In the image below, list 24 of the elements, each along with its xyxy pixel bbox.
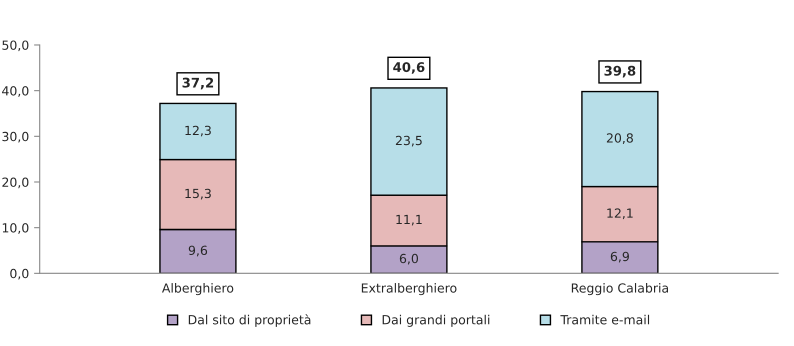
legend-label: Tramite e-mail xyxy=(560,314,650,324)
x-tick-label: Alberghiero xyxy=(162,283,234,296)
data-label: 23,5 xyxy=(396,136,422,146)
data-label: 20,8 xyxy=(606,133,633,144)
legend-label: Dai grandi portali xyxy=(382,314,490,327)
y-tick-label: 20,0 xyxy=(2,177,28,188)
legend-label: Dal sito di proprietà xyxy=(188,314,310,327)
data-label: 11,1 xyxy=(396,214,422,226)
data-label: 6,0 xyxy=(400,254,418,265)
y-tick-label: 40,0 xyxy=(2,86,28,97)
x-tick-label: Extralberghiero xyxy=(362,283,456,296)
y-tick-label: 50,0 xyxy=(2,40,28,52)
total-label: 40,6 xyxy=(393,62,424,74)
total-label: 39,8 xyxy=(604,66,636,78)
data-label: 15,3 xyxy=(185,188,211,200)
data-label: 12,3 xyxy=(185,126,211,136)
x-tick-label: Reggio Calabria xyxy=(572,283,668,296)
data-label: 9,6 xyxy=(188,246,208,256)
total-label: 37,2 xyxy=(182,78,214,90)
data-label: 6,9 xyxy=(610,252,629,262)
y-tick-label: 10,0 xyxy=(2,223,28,234)
y-tick-label: 30,0 xyxy=(2,132,28,143)
data-label: 12,1 xyxy=(607,208,633,220)
y-tick-label: 0,0 xyxy=(10,268,28,280)
